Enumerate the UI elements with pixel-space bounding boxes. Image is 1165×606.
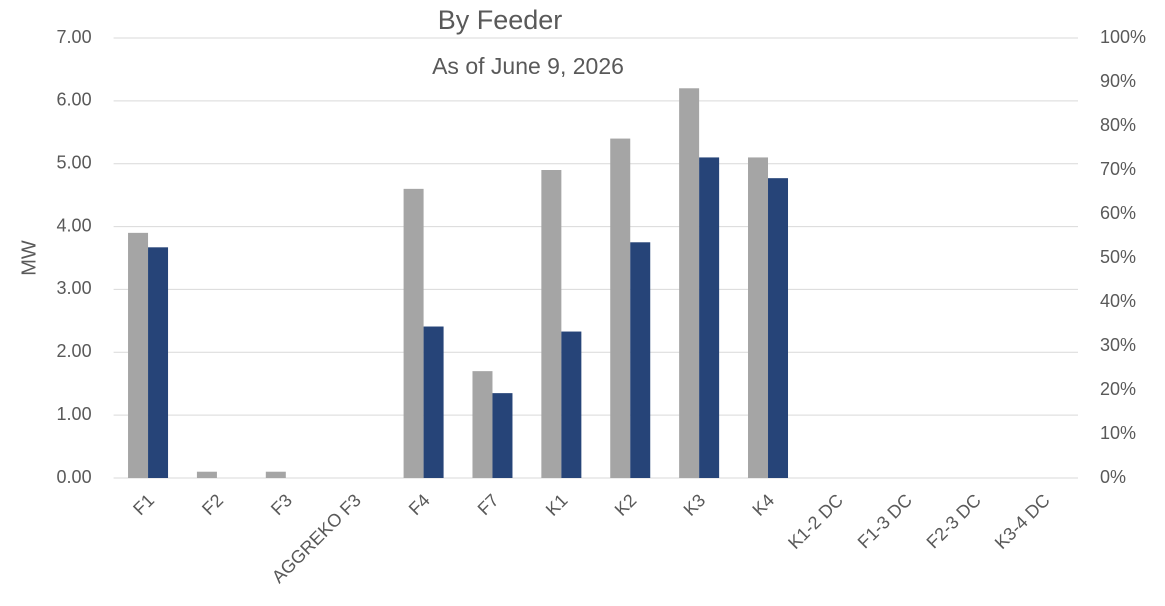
chart-title: By Feeder	[438, 5, 563, 35]
y-tick-label: 0.00	[57, 467, 92, 487]
chart-subtitle: As of June 9, 2026	[432, 53, 624, 79]
bar	[610, 138, 631, 479]
x-tick-label: F3	[267, 490, 296, 519]
bar	[679, 88, 700, 479]
bar	[768, 178, 789, 478]
y2-tick-label: 100%	[1100, 27, 1146, 47]
x-tick-label: F2	[198, 490, 227, 519]
y-tick-label: 5.00	[57, 152, 92, 172]
bar	[128, 232, 149, 478]
y2-tick-label: 10%	[1100, 423, 1136, 443]
bar	[541, 170, 562, 478]
y-tick-label: 2.00	[57, 341, 92, 361]
x-tick-label: F4	[405, 490, 434, 519]
bar	[699, 157, 720, 478]
bar	[423, 326, 444, 478]
x-tick-label: F7	[474, 490, 503, 519]
x-tick-label: F2-3 DC	[923, 490, 985, 552]
bar	[630, 242, 651, 478]
y-tick-label: 1.00	[57, 404, 92, 424]
x-tick-label: K1-2 DC	[784, 490, 847, 553]
y-axis-label: MW	[18, 240, 40, 276]
y2-tick-label: 70%	[1100, 159, 1136, 179]
x-tick-label: K4	[748, 490, 778, 520]
y2-tick-label: 40%	[1100, 291, 1136, 311]
x-tick-label: K3	[680, 490, 710, 520]
bar	[561, 331, 582, 478]
y2-tick-label: 80%	[1100, 115, 1136, 135]
bar	[403, 188, 424, 478]
y-tick-label: 3.00	[57, 278, 92, 298]
x-tick-label: K1	[542, 490, 572, 520]
y-tick-label: 7.00	[57, 27, 92, 47]
bar	[748, 157, 769, 478]
y2-tick-label: 90%	[1100, 71, 1136, 91]
y2-tick-label: 50%	[1100, 247, 1136, 267]
x-tick-label: K2	[611, 490, 641, 520]
y2-tick-label: 20%	[1100, 379, 1136, 399]
x-tick-label: F1	[129, 490, 158, 519]
bar	[196, 471, 217, 478]
y2-tick-label: 0%	[1100, 467, 1126, 487]
y2-tick-label: 30%	[1100, 335, 1136, 355]
y-tick-label: 6.00	[57, 90, 92, 110]
bar	[472, 371, 493, 478]
bar	[492, 393, 513, 478]
y-tick-label: 4.00	[57, 215, 92, 235]
y2-tick-label: 60%	[1100, 203, 1136, 223]
bar	[265, 471, 286, 478]
x-tick-label: F1-3 DC	[854, 490, 916, 552]
bar	[148, 247, 169, 478]
x-tick-label: K3-4 DC	[991, 490, 1054, 553]
